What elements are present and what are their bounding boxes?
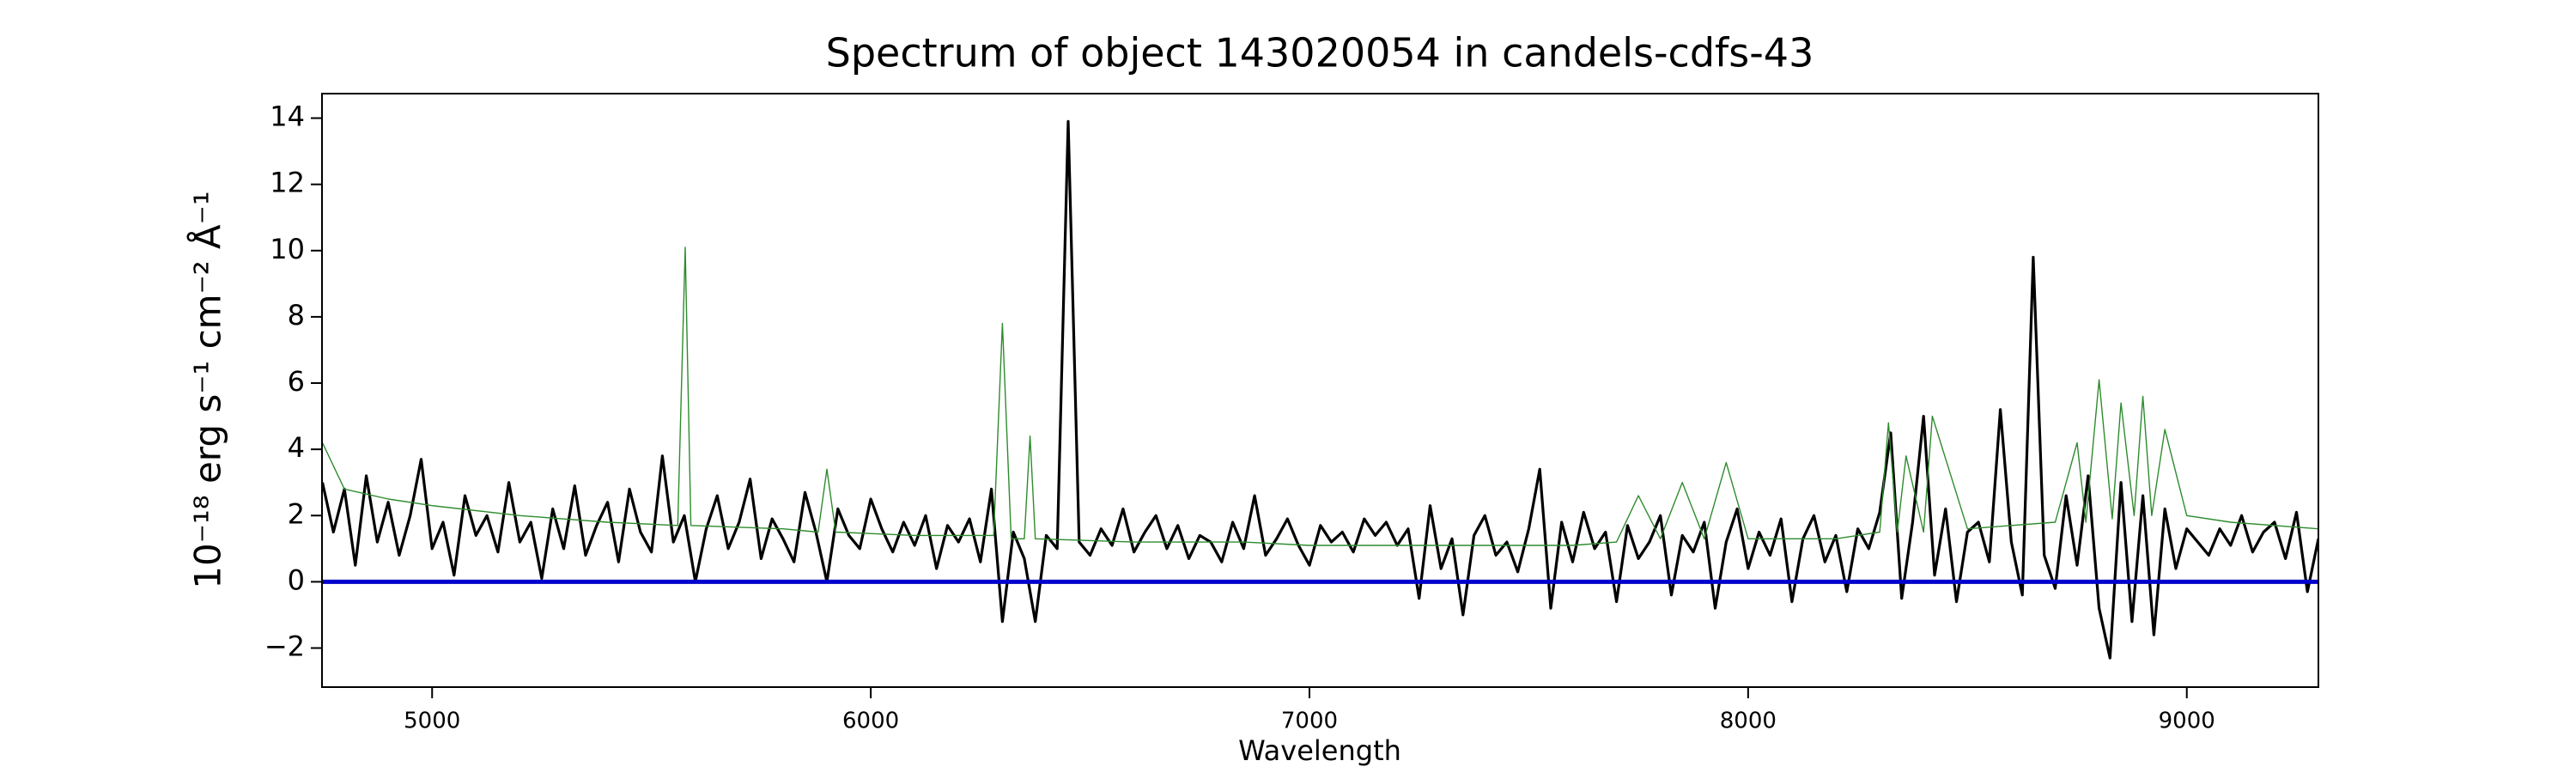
plot-lines — [322, 119, 2318, 660]
y-tick-label: 14 — [270, 100, 305, 133]
y-tick-label: 2 — [288, 497, 305, 530]
y-tick-label: 10 — [270, 233, 305, 265]
y-tick-label: 6 — [288, 365, 305, 398]
x-tick-label: 6000 — [842, 709, 899, 734]
y-tick-label: 12 — [270, 167, 305, 199]
y-axis-label: 10⁻¹⁸ erg s⁻¹ cm⁻² Å⁻¹ — [186, 191, 229, 588]
plot-frame — [321, 93, 2319, 688]
x-axis-label: Wavelength — [1238, 734, 1401, 767]
y-tick-label: 0 — [288, 563, 305, 596]
x-tick-label: 5000 — [404, 709, 460, 734]
x-tick-label: 9000 — [2159, 709, 2215, 734]
spectrum-line — [322, 247, 2318, 546]
spectrum-line — [322, 119, 2318, 660]
y-tick-label: 8 — [288, 299, 305, 332]
x-tick-label: 7000 — [1281, 709, 1338, 734]
x-tick-label: 8000 — [1720, 709, 1777, 734]
chart-title: Spectrum of object 143020054 in candels-… — [826, 30, 1814, 76]
y-tick-label: 4 — [288, 431, 305, 464]
y-tick-label: −2 — [264, 630, 305, 662]
